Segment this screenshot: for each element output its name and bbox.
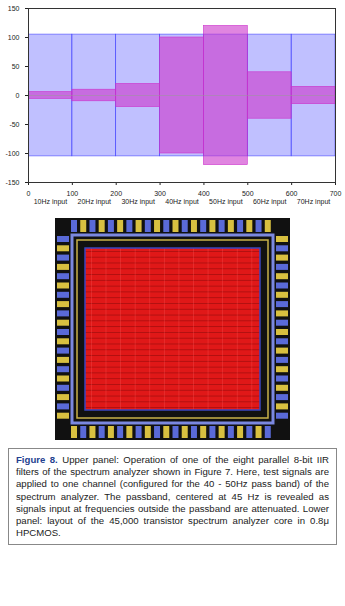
svg-text:200: 200 [110, 190, 122, 197]
svg-text:10Hz input: 10Hz input [34, 198, 68, 206]
svg-text:500: 500 [242, 190, 254, 197]
svg-text:50Hz input: 50Hz input [209, 198, 243, 206]
svg-text:600: 600 [286, 190, 298, 197]
svg-text:70Hz input: 70Hz input [297, 198, 331, 206]
svg-text:30Hz input: 30Hz input [121, 198, 155, 206]
svg-text:60Hz input: 60Hz input [253, 198, 287, 206]
svg-text:-100: -100 [5, 150, 19, 157]
svg-text:700: 700 [330, 190, 342, 197]
svg-text:40Hz input: 40Hz input [165, 198, 199, 206]
svg-text:100: 100 [67, 190, 79, 197]
svg-text:0: 0 [16, 92, 20, 99]
svg-text:50: 50 [12, 63, 20, 70]
svg-text:0: 0 [27, 190, 31, 197]
svg-text:-50: -50 [9, 121, 19, 128]
svg-text:150: 150 [8, 5, 20, 12]
svg-text:300: 300 [154, 190, 166, 197]
svg-text:400: 400 [198, 190, 210, 197]
svg-text:20Hz input: 20Hz input [78, 198, 112, 206]
svg-text:100: 100 [8, 34, 20, 41]
html-text:Figure 8. Upper panel: Operati: Figure 8. Upper panel: Operation of one … [16, 454, 329, 539]
svg-text:-150: -150 [5, 179, 19, 186]
